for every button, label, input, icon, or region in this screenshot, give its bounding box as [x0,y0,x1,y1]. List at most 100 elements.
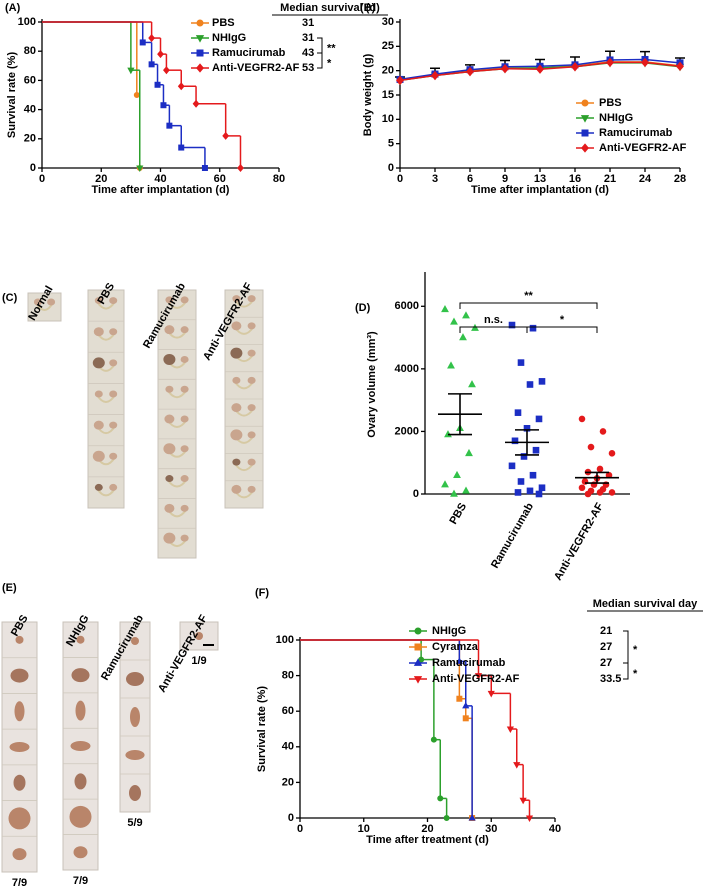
x-axis-label: Time after treatment (d) [366,834,489,846]
ovary [165,385,174,393]
marker [474,673,483,680]
ovary [93,420,104,430]
tumor [8,807,31,830]
significance-bracket [623,630,629,664]
y-tick-label: 20 [24,133,36,145]
legend-label: Ramucirumab [212,47,286,59]
marker [414,643,422,651]
marker [443,815,450,821]
ovary [93,327,104,337]
marker [538,484,546,492]
y-tick-label: 60 [24,74,36,86]
x-tick-label: 40 [549,823,561,835]
marker [455,657,463,664]
marker [535,490,543,498]
marker [396,75,404,86]
ovary [247,404,256,412]
marker [599,428,607,435]
ovary [164,414,175,424]
significance-label: ** [524,290,533,302]
y-tick-label: 15 [382,89,394,101]
marker [453,470,461,478]
marker [511,437,519,445]
panel-label: (F) [255,587,269,599]
x-tick-label: 0 [297,823,303,835]
legend-label: Anti-VEGFR2-AF [599,142,687,154]
ovary [231,484,242,494]
tumor [195,632,203,640]
marker [437,795,444,802]
ovary [109,390,118,398]
ovary [180,475,189,483]
marker [536,64,544,74]
marker [517,478,525,485]
ovary [180,385,189,393]
median-label: 53 [302,62,314,74]
ovary [231,321,242,331]
significance-bracket [623,662,629,680]
ovary [165,475,174,483]
tumor [14,701,25,722]
marker [571,62,579,72]
legend-label: Ramucirumab [599,127,673,139]
median-label: 27 [600,641,612,653]
marker [177,82,185,91]
ovary [230,347,243,359]
x-tick-label: 60 [214,173,226,185]
x-tick-label: Ramucirumab [489,501,536,571]
tumor [76,635,85,644]
ovary [109,359,118,367]
marker [584,490,592,498]
marker [581,143,589,153]
y-tick-label: 4000 [395,363,419,375]
x-tick-label: PBS [447,501,469,527]
mean-sem [438,393,482,436]
marker [157,50,164,59]
marker [606,57,614,68]
marker [447,361,455,369]
ovary [232,376,241,384]
count-label: 7/9 [12,877,27,889]
marker [441,480,449,488]
ovary [247,295,256,303]
marker [538,378,546,385]
marker [127,67,135,75]
marker [471,323,479,331]
y-axis-label: Survival rate (%) [6,52,18,139]
legend-label: NHIgG [212,32,246,44]
ovary [180,355,189,363]
panel-label: (A) [5,2,21,14]
marker [580,115,590,123]
significance-bracket [459,326,528,333]
marker [195,35,205,43]
median-label: 31 [302,32,314,44]
legend-label: NHIgG [599,112,633,124]
ovary [94,297,103,305]
x-tick-label: Anti-VEGFR2-AF [552,501,606,583]
marker [201,165,208,171]
ovary [164,503,175,513]
x-tick-label: 28 [674,173,686,185]
significance-label: * [633,644,638,656]
marker [587,443,595,451]
marker [441,305,449,313]
marker [525,815,534,823]
tumor [74,773,87,790]
marker [468,380,476,388]
x-tick-label: 20 [421,823,433,835]
tumor [125,750,145,760]
y-tick-label: 2000 [395,425,419,437]
ovary [94,390,103,398]
legend-label: PBS [599,97,622,109]
tumor [129,785,141,801]
marker [139,39,146,46]
significance-label: * [560,314,565,326]
ovary [247,431,256,439]
y-tick-label: 80 [282,670,294,682]
ovary [247,349,256,357]
y-tick-label: 0 [413,488,419,500]
ovary [247,485,256,493]
marker [222,131,230,140]
marker [508,462,516,470]
ovary [164,325,175,335]
